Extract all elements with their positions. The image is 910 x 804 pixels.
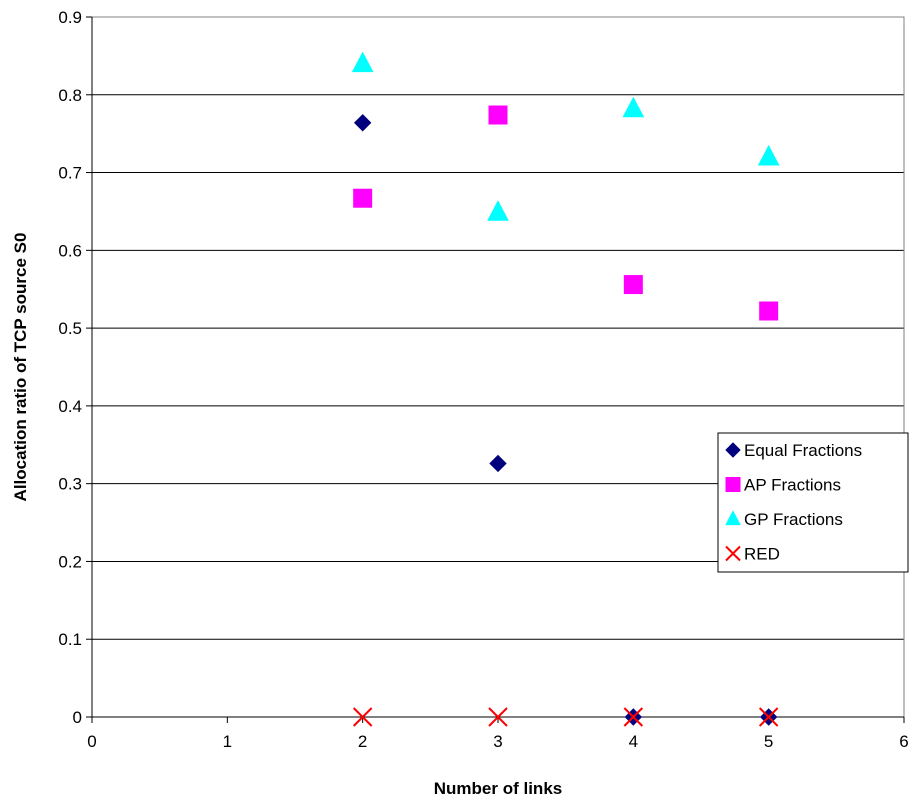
legend-label: RED xyxy=(744,545,780,564)
y-axis-title: Allocation ratio of TCP source S0 xyxy=(11,233,30,502)
y-tick-label: 0.2 xyxy=(58,552,82,571)
legend-entry: Equal Fractions xyxy=(725,441,862,460)
legend-marker xyxy=(725,442,741,458)
legend-marker xyxy=(725,477,741,492)
data-point xyxy=(353,188,373,208)
y-tick-label: 0.6 xyxy=(58,241,82,260)
series-diamond xyxy=(353,114,778,726)
x-tick-label: 2 xyxy=(358,732,367,751)
data-point xyxy=(489,454,507,473)
data-point xyxy=(757,144,780,166)
x-tick-label: 1 xyxy=(223,732,232,751)
y-tick-label: 0.9 xyxy=(58,8,82,27)
legend: Equal Fractions AP Fractions GP Fractions R… xyxy=(717,432,909,573)
y-tick-label: 0.5 xyxy=(58,319,82,338)
x-tick-label: 5 xyxy=(764,732,773,751)
data-point xyxy=(488,707,508,727)
data-point xyxy=(352,707,373,727)
x-tick-label: 4 xyxy=(629,732,638,751)
y-tick-labels: 0 0.1 0.2 0.3 0.4 0.5 0.6 0.7 0.8 0.9 xyxy=(58,8,82,727)
y-tick-label: 0 xyxy=(73,708,82,727)
y-tick-label: 0.1 xyxy=(58,630,82,649)
data-point xyxy=(622,96,645,118)
data-point xyxy=(759,301,779,321)
data-point xyxy=(488,105,508,125)
legend-box xyxy=(717,432,909,573)
legend-marker xyxy=(725,545,741,562)
data-point xyxy=(623,707,644,727)
legend-marker xyxy=(725,510,741,526)
data-point xyxy=(758,707,779,727)
x-tick-labels: 0 1 2 3 4 5 6 xyxy=(87,732,908,751)
y-tick-label: 0.7 xyxy=(58,164,82,183)
legend-entry: GP Fractions xyxy=(725,510,843,529)
legend-entry: RED xyxy=(725,545,780,564)
data-points xyxy=(351,51,780,727)
legend-label: Equal Fractions xyxy=(744,441,862,460)
x-axis-title: Number of links xyxy=(434,779,562,798)
series-square xyxy=(353,105,779,321)
x-tick-label: 6 xyxy=(899,732,908,751)
y-tick-label: 0.8 xyxy=(58,86,82,105)
legend-entry: AP Fractions xyxy=(725,476,841,495)
legend-label: AP Fractions xyxy=(744,476,841,495)
y-tick-label: 0.4 xyxy=(58,397,82,416)
series-x xyxy=(352,707,779,727)
legend-label: GP Fractions xyxy=(744,510,843,529)
data-point xyxy=(353,114,372,132)
series-triangle xyxy=(351,51,780,221)
y-tick-label: 0.3 xyxy=(58,475,82,494)
x-tick-label: 3 xyxy=(493,732,502,751)
data-point xyxy=(351,51,374,73)
x-tick-label: 0 xyxy=(87,732,96,751)
data-point xyxy=(623,275,643,295)
data-point xyxy=(487,200,509,221)
